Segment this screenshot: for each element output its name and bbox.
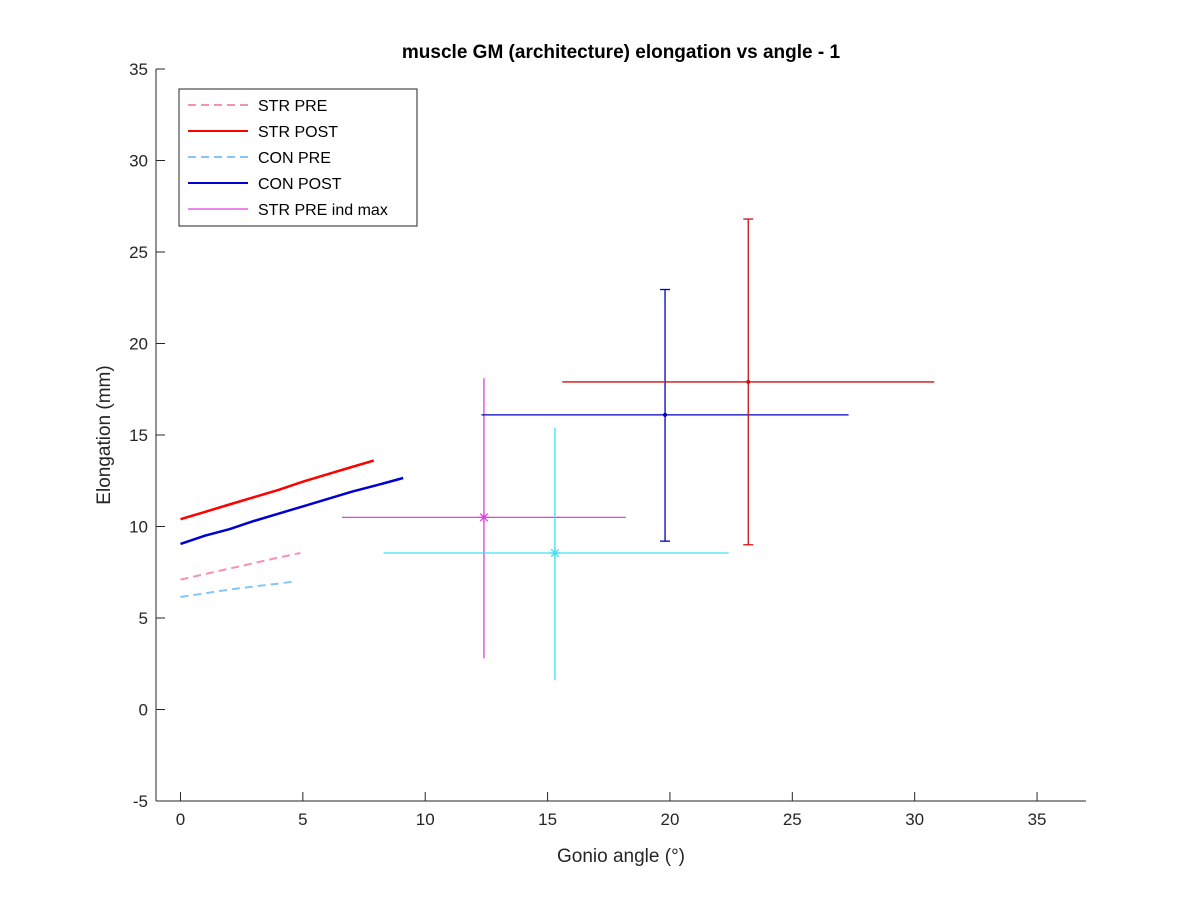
legend-item-con-pre: CON PRE [188,150,331,167]
errorbar-layer [342,218,935,681]
dot-marker [746,379,751,384]
legend-label: STR POST [258,124,338,141]
series-line-str-pre [180,552,301,581]
y-tick-label: 25 [129,243,148,262]
y-tick-label: 15 [129,426,148,445]
y-tick-label: 0 [139,701,148,720]
legend-item-str-post: STR POST [188,124,338,141]
asterisk-marker [478,512,489,523]
series-line-str-post [180,459,375,521]
y-tick-label: 35 [129,60,148,79]
x-tick-label: 25 [783,810,802,829]
y-axis-label: Elongation (mm) [94,365,115,504]
y-tick-label: 30 [129,152,148,171]
y-tick-label: -5 [133,792,148,811]
y-tick-label: 5 [139,609,148,628]
legend-label: CON POST [258,176,342,193]
legend-item-str-pre: STR PRE [188,98,327,115]
tick-layer: 0 5 10 15 20 25 30 35 -5 0 5 10 15 20 25 30 35 [129,60,1046,829]
y-tick-label: 10 [129,518,148,537]
errorbar-point-1 [342,378,626,659]
legend-label: STR PRE ind max [258,202,388,219]
x-tick-label: 10 [416,810,435,829]
errorbar-point-2 [383,427,729,681]
marker-stroke [479,513,489,522]
legend-item-con-post: CON POST [188,176,342,193]
legend-label: STR PRE [258,98,327,115]
x-tick-label: 15 [538,810,557,829]
dot-marker [663,412,668,417]
legend: STR PRE STR POST CON PRE CON POST STR PRE in… [178,88,418,227]
series-line-con-pre [180,580,296,598]
marker-stroke [550,548,560,558]
legend-label: CON PRE [258,150,331,167]
chart-title: muscle GM (architecture) elongation vs a… [402,42,841,63]
errorbar-point-3 [481,288,849,542]
asterisk-marker [549,548,560,559]
x-tick-label: 20 [660,810,679,829]
x-tick-label: 0 [176,810,185,829]
errorbar-point-4 [562,218,935,546]
x-axis-label: Gonio angle (°) [557,846,685,867]
y-tick-label: 20 [129,335,148,354]
x-tick-label: 30 [905,810,924,829]
series-layer [180,459,404,598]
legend-item-str-pre-ind-max: STR PRE ind max [188,202,388,219]
x-tick-label: 35 [1028,810,1047,829]
series-line-con-post [180,476,404,546]
x-tick-label: 5 [298,810,307,829]
